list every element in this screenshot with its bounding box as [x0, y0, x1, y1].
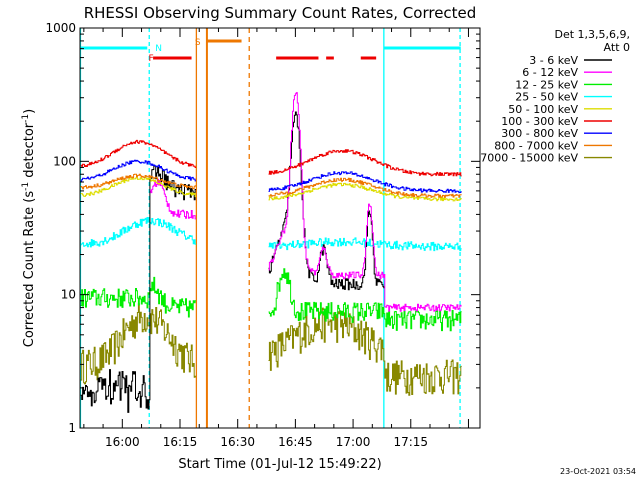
x-tick-label: 16:00 — [105, 435, 140, 449]
y-axis-label-sup2: -1 — [21, 114, 31, 123]
series-line-12-25-kev — [80, 276, 197, 318]
legend-label-300-800-kev: 300 - 800 keV — [501, 127, 578, 140]
plot-frame — [79, 27, 481, 429]
x-tick-label: 16:45 — [278, 435, 313, 449]
series-line-100-300-kev — [80, 139, 197, 168]
series-line-50-100-kev — [268, 182, 462, 202]
series-line-100-300-kev — [268, 149, 462, 177]
legend-label-50-100-kev: 50 - 100 keV — [508, 103, 578, 116]
legend-header-detectors: Det 1,3,5,6,9, — [554, 28, 630, 41]
legend-label-800-7000-kev: 800 - 7000 keV — [494, 139, 578, 152]
series-line-800-7000-kev — [80, 173, 197, 190]
legend-label-100-300-kev: 100 - 300 keV — [501, 115, 578, 128]
series-line-25-50-kev — [80, 217, 197, 248]
x-tick-label: 17:00 — [336, 435, 371, 449]
y-tick-label: 10 — [61, 288, 76, 302]
footer-date: 23-Oct-2021 03:54 — [560, 467, 636, 476]
plot-area: NF S 1 10 100 1000 16:00 16:15 16:30 16:45 17:00 17… — [45, 21, 481, 449]
series-line-50-100-kev — [80, 176, 197, 198]
chart-title: RHESSI Observing Summary Count Rates, Co… — [84, 4, 477, 22]
legend-label-7000-15000-kev: 7000 - 15000 keV — [480, 152, 578, 165]
y-tick-label: 1 — [68, 421, 76, 435]
series-line-800-7000-kev — [268, 177, 462, 198]
series-line-7000-15000-kev — [80, 303, 197, 385]
x-tick-label: 16:15 — [163, 435, 198, 449]
annotation-label-s: S — [195, 38, 201, 48]
y-axis-label-main: Corrected Count Rate (s — [22, 191, 37, 348]
legend-label-6-12-kev: 6 - 12 keV — [522, 66, 578, 79]
y-tick-label: 100 — [53, 154, 76, 168]
series-line-6-12-kev — [268, 92, 462, 312]
x-axis-label: Start Time (01-Jul-12 15:49:22) — [178, 457, 381, 472]
legend-label-25-50-kev: 25 - 50 keV — [515, 91, 578, 104]
y-axis-label-end: ) — [22, 109, 37, 114]
y-axis-label-sup1: -1 — [21, 182, 31, 191]
legend-label-3-6-kev: 3 - 6 keV — [529, 54, 578, 67]
x-tick-label: 17:15 — [393, 435, 428, 449]
y-tick-label: 1000 — [45, 21, 76, 35]
series-line-300-800-kev — [80, 159, 197, 182]
y-axis-label: Corrected Count Rate (s-1 detector-1) — [21, 109, 37, 347]
series-line-300-800-kev — [268, 171, 462, 194]
legend-header-attenuator: Att 0 — [604, 41, 630, 54]
x-tick-label: 16:30 — [220, 435, 255, 449]
series-line-7000-15000-kev — [268, 307, 462, 396]
legend-label-12-25-kev: 12 - 25 keV — [515, 78, 578, 91]
annotation-label-f: F — [148, 54, 153, 64]
series-line-3-6-kev — [80, 165, 197, 413]
series-line-12-25-kev — [268, 268, 462, 332]
annotation-label-n: N — [155, 44, 162, 54]
y-axis-label-mid: detector — [22, 122, 37, 182]
